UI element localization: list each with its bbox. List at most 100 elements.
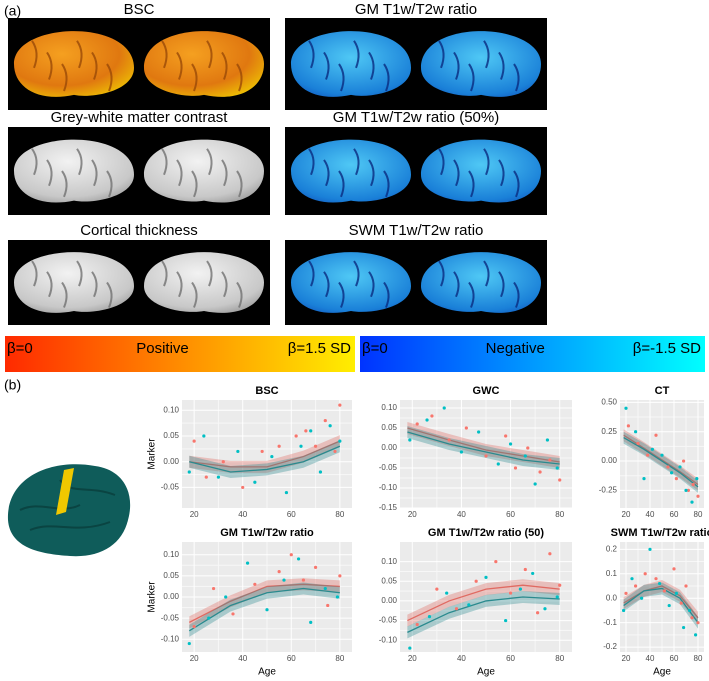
data-point bbox=[408, 646, 412, 650]
data-point bbox=[533, 482, 537, 486]
confidence-band bbox=[623, 582, 698, 629]
sulcus bbox=[46, 271, 53, 298]
data-point bbox=[558, 583, 562, 587]
x-tick-label: 60 bbox=[506, 510, 515, 519]
data-point bbox=[555, 466, 559, 470]
y-tick-label: 0.10 bbox=[163, 550, 179, 559]
data-point bbox=[187, 641, 191, 646]
y-tick-label: -0.2 bbox=[603, 642, 617, 651]
scale-max: β=-1.5 SD bbox=[633, 340, 701, 357]
sulcus bbox=[236, 281, 243, 308]
data-point bbox=[538, 470, 542, 474]
data-point bbox=[626, 424, 631, 428]
x-axis-label: Age bbox=[258, 667, 276, 678]
sulcus bbox=[161, 148, 168, 176]
x-tick-label: 80 bbox=[555, 510, 564, 519]
data-point bbox=[304, 429, 308, 433]
data-point bbox=[686, 488, 691, 492]
data-point bbox=[484, 575, 488, 579]
data-point bbox=[335, 595, 340, 599]
sulcus bbox=[308, 260, 315, 287]
data-point bbox=[442, 406, 446, 410]
y-tick-label: -0.15 bbox=[379, 503, 398, 512]
data-point bbox=[415, 422, 419, 426]
scale-name: Negative bbox=[486, 340, 545, 357]
data-point bbox=[236, 449, 240, 454]
data-point bbox=[187, 470, 191, 474]
y-tick-label: 0.05 bbox=[381, 423, 397, 432]
data-point bbox=[518, 587, 523, 591]
y-tick-label: 0.05 bbox=[381, 576, 397, 585]
data-point bbox=[270, 454, 274, 459]
hemisphere bbox=[291, 252, 411, 313]
data-point bbox=[289, 553, 293, 557]
fit-line bbox=[407, 431, 560, 465]
data-point bbox=[313, 444, 318, 448]
confidence-band bbox=[189, 440, 340, 478]
data-point bbox=[277, 570, 281, 574]
confidence-band bbox=[623, 431, 698, 493]
data-point bbox=[338, 439, 342, 443]
sulcus bbox=[91, 271, 98, 298]
data-point bbox=[467, 603, 471, 607]
sulcus bbox=[323, 271, 330, 298]
sulcus bbox=[383, 170, 390, 198]
data-point bbox=[338, 403, 342, 407]
data-point bbox=[253, 480, 257, 484]
data-point bbox=[427, 615, 432, 619]
data-point bbox=[648, 547, 652, 551]
sulcus bbox=[161, 40, 168, 69]
data-point bbox=[674, 591, 679, 595]
sulcus bbox=[323, 51, 330, 80]
chart-title: SWM T1w/T2w ratio bbox=[611, 527, 709, 539]
fit-line bbox=[623, 437, 699, 488]
data-point bbox=[658, 581, 662, 586]
data-point bbox=[260, 449, 264, 454]
scale-max: β=1.5 SD bbox=[288, 340, 351, 357]
data-point bbox=[224, 595, 228, 599]
confidence-band bbox=[407, 591, 560, 639]
sulcus bbox=[31, 40, 38, 69]
y-tick-label: 0.10 bbox=[163, 405, 179, 414]
y-tick-label: -0.05 bbox=[161, 483, 180, 492]
data-point bbox=[282, 578, 286, 582]
data-point bbox=[660, 453, 664, 457]
data-point bbox=[464, 426, 468, 430]
data-point bbox=[536, 611, 540, 615]
x-tick-label: 60 bbox=[287, 510, 296, 519]
data-point bbox=[333, 449, 337, 454]
data-point bbox=[624, 406, 628, 410]
sulcus bbox=[221, 51, 228, 80]
data-point bbox=[667, 603, 671, 608]
data-point bbox=[204, 475, 208, 479]
data-point bbox=[690, 500, 694, 504]
x-tick-label: 40 bbox=[238, 654, 247, 663]
hemisphere bbox=[291, 31, 411, 97]
confidence-band bbox=[407, 422, 560, 468]
data-point bbox=[459, 450, 464, 454]
sulcus bbox=[61, 63, 68, 92]
data-point bbox=[318, 470, 323, 474]
data-point bbox=[634, 584, 638, 588]
fit-line bbox=[189, 440, 341, 468]
y-tick-label: 0.00 bbox=[381, 443, 397, 452]
data-point bbox=[640, 596, 644, 600]
data-point bbox=[624, 591, 628, 595]
fit-line bbox=[188, 587, 340, 632]
sulcus bbox=[483, 260, 490, 287]
y-tick-label: 0.00 bbox=[163, 457, 179, 466]
brain-map bbox=[285, 127, 547, 215]
data-point bbox=[650, 447, 655, 451]
sulcus bbox=[453, 51, 460, 80]
y-axis-label: Marker bbox=[147, 438, 158, 470]
data-point bbox=[299, 444, 303, 448]
fit-line bbox=[407, 584, 560, 622]
sulcus bbox=[76, 40, 83, 69]
x-tick-label: 60 bbox=[506, 654, 515, 663]
sulcus bbox=[468, 170, 475, 198]
hemisphere bbox=[14, 252, 134, 313]
sulcus bbox=[191, 170, 198, 198]
confidence-band bbox=[407, 579, 560, 627]
hemisphere bbox=[421, 31, 541, 97]
